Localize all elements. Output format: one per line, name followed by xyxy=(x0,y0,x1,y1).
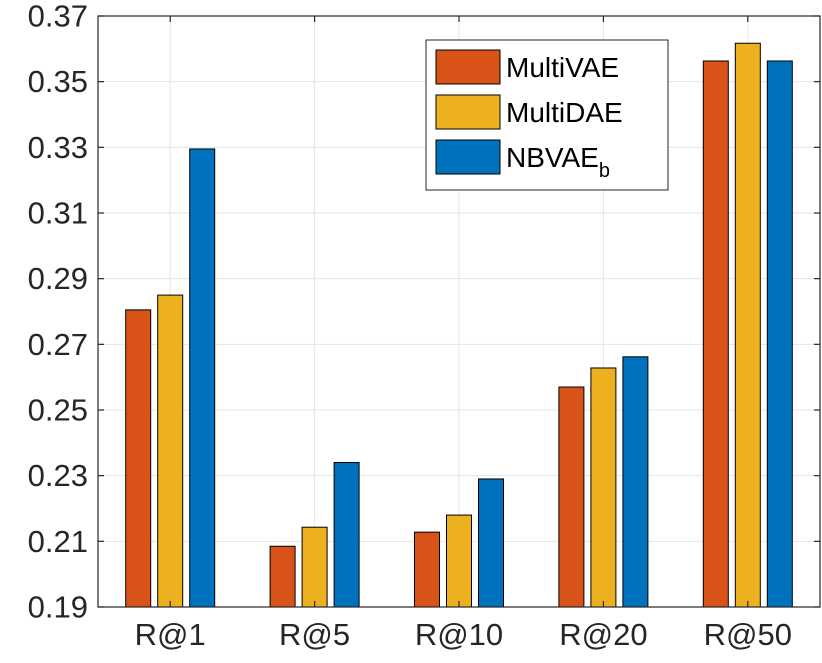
y-tick-label: 0.19 xyxy=(28,590,88,625)
y-tick-label: 0.35 xyxy=(28,64,88,99)
bar-nbvae-b-r20 xyxy=(622,356,649,608)
bar-multivae-r1 xyxy=(125,309,152,608)
bar-multivae-r5 xyxy=(269,545,296,608)
legend-label: NBVAEb xyxy=(506,142,610,182)
bar-multidae-r5 xyxy=(301,526,328,608)
x-tick-label: R@1 xyxy=(135,617,206,652)
bar-nbvae-b-r50 xyxy=(766,60,793,608)
legend: MultiVAE MultiDAE NBVAEb xyxy=(425,39,669,191)
bar-multivae-r10 xyxy=(414,531,440,608)
bar-multivae-r50 xyxy=(702,60,729,608)
legend-label: MultiDAE xyxy=(506,97,623,128)
x-tick-label: R@20 xyxy=(559,617,647,652)
legend-swatch xyxy=(435,94,501,130)
y-tick-label: 0.23 xyxy=(28,458,88,493)
bar-multidae-r10 xyxy=(446,514,472,608)
y-tick-label: 0.25 xyxy=(28,393,88,428)
bar-multivae-r20 xyxy=(558,386,585,608)
y-tick-label: 0.33 xyxy=(28,130,88,165)
y-tick-label: 0.31 xyxy=(28,196,88,231)
y-axis-ticks: 0.19 0.21 0.23 0.25 0.27 0.29 0.31 0.33 0.35 0.37 xyxy=(28,0,820,625)
legend-label: MultiVAE xyxy=(506,52,619,83)
bar-nbvae-b-r10 xyxy=(478,478,504,608)
bar-multidae-r20 xyxy=(590,367,617,608)
x-tick-label: R@10 xyxy=(415,617,503,652)
bar-nbvae-b-r1 xyxy=(189,148,216,608)
legend-swatch xyxy=(435,49,501,85)
bar-nbvae-b-r5 xyxy=(333,462,360,608)
x-axis-ticks: R@1 R@5 R@10 R@20 R@50 xyxy=(135,16,792,652)
y-tick-label: 0.37 xyxy=(28,0,88,34)
y-tick-label: 0.21 xyxy=(28,524,88,559)
legend-swatch xyxy=(435,139,501,175)
bar-multidae-r50 xyxy=(734,42,761,608)
bar-multidae-r1 xyxy=(157,294,184,608)
x-tick-label: R@5 xyxy=(279,617,350,652)
x-tick-label: R@50 xyxy=(704,617,792,652)
bars xyxy=(125,42,793,608)
y-tick-label: 0.29 xyxy=(28,261,88,296)
y-tick-label: 0.27 xyxy=(28,327,88,362)
